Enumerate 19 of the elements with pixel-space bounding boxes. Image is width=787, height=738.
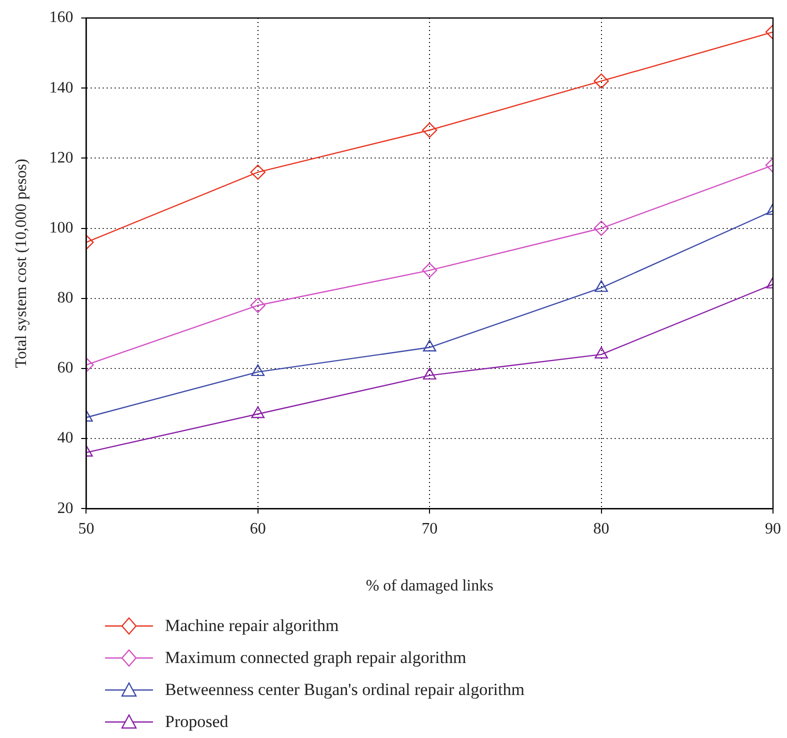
legend-label: Maximum connected graph repair algorithm (165, 648, 466, 668)
y-axis-title: Total system cost (10,000 pesos) (12, 158, 30, 368)
y-tick-label: 40 (57, 430, 74, 447)
y-tick-label: 60 (57, 360, 74, 377)
y-tick-label: 120 (49, 149, 74, 166)
x-tick-label: 80 (593, 520, 610, 538)
x-axis-title: % of damaged links (366, 578, 494, 595)
legend-label: Betweenness center Bugan's ordinal repair algorithm (165, 680, 524, 700)
x-tick-label: 60 (250, 520, 266, 538)
y-tick-label: 140 (49, 79, 74, 96)
y-tick-label: 100 (49, 219, 74, 236)
x-tick-label: 50 (78, 520, 94, 538)
x-tick-label: 90 (765, 520, 781, 538)
y-tick-label: 20 (57, 500, 74, 517)
y-tick-label: 80 (57, 290, 74, 307)
legend-label: Proposed (165, 712, 228, 732)
x-tick-label: 70 (422, 520, 438, 538)
y-tick-label: 160 (49, 9, 74, 26)
legend-label: Machine repair algorithm (165, 616, 339, 636)
